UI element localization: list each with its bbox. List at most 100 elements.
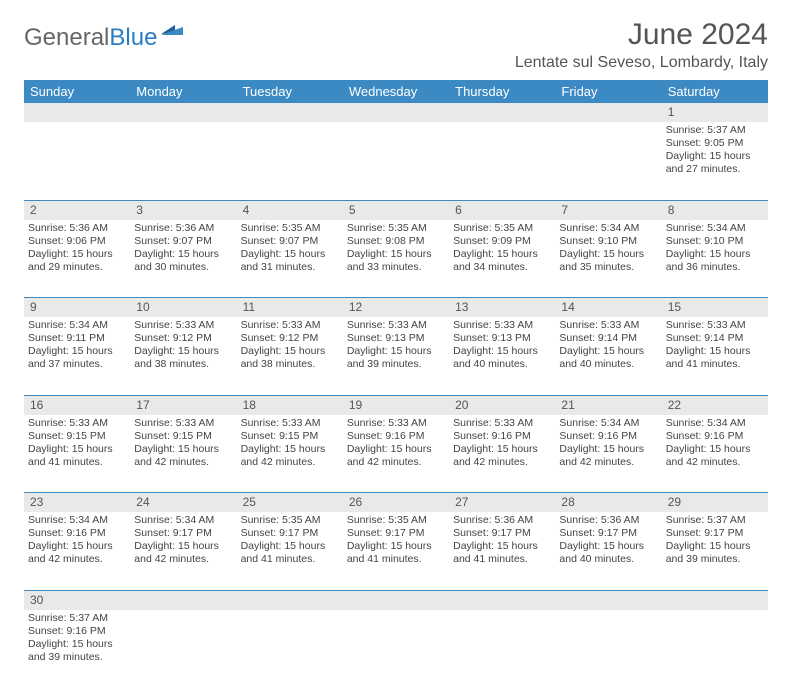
- day-cell: Sunrise: 5:33 AMSunset: 9:14 PMDaylight:…: [555, 317, 661, 395]
- sunset-text: Sunset: 9:16 PM: [28, 527, 126, 540]
- day-cell: Sunrise: 5:35 AMSunset: 9:17 PMDaylight:…: [237, 512, 343, 590]
- day-number-cell: 11: [237, 298, 343, 318]
- daylight-text: Daylight: 15 hours and 41 minutes.: [453, 540, 551, 566]
- day-cell: Sunrise: 5:35 AMSunset: 9:09 PMDaylight:…: [449, 220, 555, 298]
- day-cell: Sunrise: 5:34 AMSunset: 9:16 PMDaylight:…: [24, 512, 130, 590]
- week-row: Sunrise: 5:37 AMSunset: 9:16 PMDaylight:…: [24, 610, 768, 688]
- sunrise-text: Sunrise: 5:36 AM: [134, 222, 232, 235]
- day-number-cell: 18: [237, 395, 343, 415]
- sunset-text: Sunset: 9:11 PM: [28, 332, 126, 345]
- sunset-text: Sunset: 9:16 PM: [559, 430, 657, 443]
- month-title: June 2024: [515, 18, 768, 52]
- day-number-cell: 14: [555, 298, 661, 318]
- day-number-cell: 30: [24, 590, 130, 610]
- day-number-cell: 24: [130, 493, 236, 513]
- day-number-cell: [662, 590, 768, 610]
- day-cell: Sunrise: 5:34 AMSunset: 9:16 PMDaylight:…: [662, 415, 768, 493]
- sunrise-text: Sunrise: 5:35 AM: [241, 514, 339, 527]
- header: GeneralBlue June 2024 Lentate sul Seveso…: [24, 18, 768, 72]
- daylight-text: Daylight: 15 hours and 33 minutes.: [347, 248, 445, 274]
- day-cell: Sunrise: 5:36 AMSunset: 9:07 PMDaylight:…: [130, 220, 236, 298]
- sunrise-text: Sunrise: 5:33 AM: [241, 417, 339, 430]
- day-cell: [662, 610, 768, 688]
- sunrise-text: Sunrise: 5:33 AM: [347, 417, 445, 430]
- daylight-text: Daylight: 15 hours and 35 minutes.: [559, 248, 657, 274]
- daylight-text: Daylight: 15 hours and 42 minutes.: [134, 443, 232, 469]
- daynum-row: 16171819202122: [24, 395, 768, 415]
- sunrise-text: Sunrise: 5:33 AM: [28, 417, 126, 430]
- day-number-cell: 23: [24, 493, 130, 513]
- daylight-text: Daylight: 15 hours and 39 minutes.: [347, 345, 445, 371]
- day-cell: [555, 610, 661, 688]
- day-cell: Sunrise: 5:33 AMSunset: 9:15 PMDaylight:…: [130, 415, 236, 493]
- daylight-text: Daylight: 15 hours and 31 minutes.: [241, 248, 339, 274]
- day-number-cell: [237, 590, 343, 610]
- location: Lentate sul Seveso, Lombardy, Italy: [515, 54, 768, 72]
- day-number-cell: 21: [555, 395, 661, 415]
- sunrise-text: Sunrise: 5:33 AM: [453, 417, 551, 430]
- sunrise-text: Sunrise: 5:35 AM: [347, 514, 445, 527]
- day-number-cell: 17: [130, 395, 236, 415]
- daylight-text: Daylight: 15 hours and 41 minutes.: [347, 540, 445, 566]
- daylight-text: Daylight: 15 hours and 38 minutes.: [241, 345, 339, 371]
- sunrise-text: Sunrise: 5:34 AM: [666, 417, 764, 430]
- sunset-text: Sunset: 9:13 PM: [347, 332, 445, 345]
- sunset-text: Sunset: 9:12 PM: [134, 332, 232, 345]
- day-cell: [237, 610, 343, 688]
- weekday-header: Thursday: [449, 80, 555, 103]
- daylight-text: Daylight: 15 hours and 41 minutes.: [28, 443, 126, 469]
- day-number-cell: [343, 103, 449, 122]
- day-number-cell: 28: [555, 493, 661, 513]
- daylight-text: Daylight: 15 hours and 42 minutes.: [559, 443, 657, 469]
- sunrise-text: Sunrise: 5:33 AM: [134, 417, 232, 430]
- sunset-text: Sunset: 9:10 PM: [666, 235, 764, 248]
- sunset-text: Sunset: 9:14 PM: [559, 332, 657, 345]
- day-cell: Sunrise: 5:33 AMSunset: 9:16 PMDaylight:…: [449, 415, 555, 493]
- sunset-text: Sunset: 9:12 PM: [241, 332, 339, 345]
- daylight-text: Daylight: 15 hours and 41 minutes.: [666, 345, 764, 371]
- weekday-header: Monday: [130, 80, 236, 103]
- day-number-cell: [555, 590, 661, 610]
- day-cell: Sunrise: 5:34 AMSunset: 9:17 PMDaylight:…: [130, 512, 236, 590]
- calendar-table: SundayMondayTuesdayWednesdayThursdayFrid…: [24, 80, 768, 688]
- day-number-cell: 5: [343, 200, 449, 220]
- sunrise-text: Sunrise: 5:33 AM: [666, 319, 764, 332]
- daynum-row: 9101112131415: [24, 298, 768, 318]
- day-number-cell: 12: [343, 298, 449, 318]
- day-number-cell: 29: [662, 493, 768, 513]
- sunrise-text: Sunrise: 5:37 AM: [666, 124, 764, 137]
- logo-text-general: General: [24, 24, 109, 52]
- week-row: Sunrise: 5:37 AMSunset: 9:05 PMDaylight:…: [24, 122, 768, 200]
- day-cell: Sunrise: 5:33 AMSunset: 9:14 PMDaylight:…: [662, 317, 768, 395]
- day-cell: Sunrise: 5:34 AMSunset: 9:10 PMDaylight:…: [662, 220, 768, 298]
- week-row: Sunrise: 5:33 AMSunset: 9:15 PMDaylight:…: [24, 415, 768, 493]
- sunset-text: Sunset: 9:17 PM: [666, 527, 764, 540]
- daylight-text: Daylight: 15 hours and 40 minutes.: [559, 345, 657, 371]
- sunrise-text: Sunrise: 5:34 AM: [666, 222, 764, 235]
- day-cell: [130, 610, 236, 688]
- sunset-text: Sunset: 9:05 PM: [666, 137, 764, 150]
- day-number-cell: [555, 103, 661, 122]
- day-cell: Sunrise: 5:33 AMSunset: 9:13 PMDaylight:…: [343, 317, 449, 395]
- sunrise-text: Sunrise: 5:36 AM: [28, 222, 126, 235]
- day-cell: Sunrise: 5:33 AMSunset: 9:15 PMDaylight:…: [24, 415, 130, 493]
- sunset-text: Sunset: 9:16 PM: [28, 625, 126, 638]
- sunset-text: Sunset: 9:17 PM: [559, 527, 657, 540]
- day-cell: Sunrise: 5:33 AMSunset: 9:16 PMDaylight:…: [343, 415, 449, 493]
- day-number-cell: [449, 590, 555, 610]
- sunset-text: Sunset: 9:15 PM: [134, 430, 232, 443]
- daylight-text: Daylight: 15 hours and 42 minutes.: [453, 443, 551, 469]
- day-cell: Sunrise: 5:35 AMSunset: 9:08 PMDaylight:…: [343, 220, 449, 298]
- sunrise-text: Sunrise: 5:33 AM: [559, 319, 657, 332]
- daynum-row: 30: [24, 590, 768, 610]
- sunset-text: Sunset: 9:16 PM: [453, 430, 551, 443]
- day-number-cell: 22: [662, 395, 768, 415]
- logo: GeneralBlue: [24, 18, 187, 52]
- day-cell: Sunrise: 5:36 AMSunset: 9:17 PMDaylight:…: [449, 512, 555, 590]
- sunrise-text: Sunrise: 5:34 AM: [28, 319, 126, 332]
- sunset-text: Sunset: 9:16 PM: [666, 430, 764, 443]
- day-number-cell: [237, 103, 343, 122]
- day-cell: Sunrise: 5:33 AMSunset: 9:12 PMDaylight:…: [130, 317, 236, 395]
- day-cell: Sunrise: 5:34 AMSunset: 9:16 PMDaylight:…: [555, 415, 661, 493]
- daylight-text: Daylight: 15 hours and 40 minutes.: [559, 540, 657, 566]
